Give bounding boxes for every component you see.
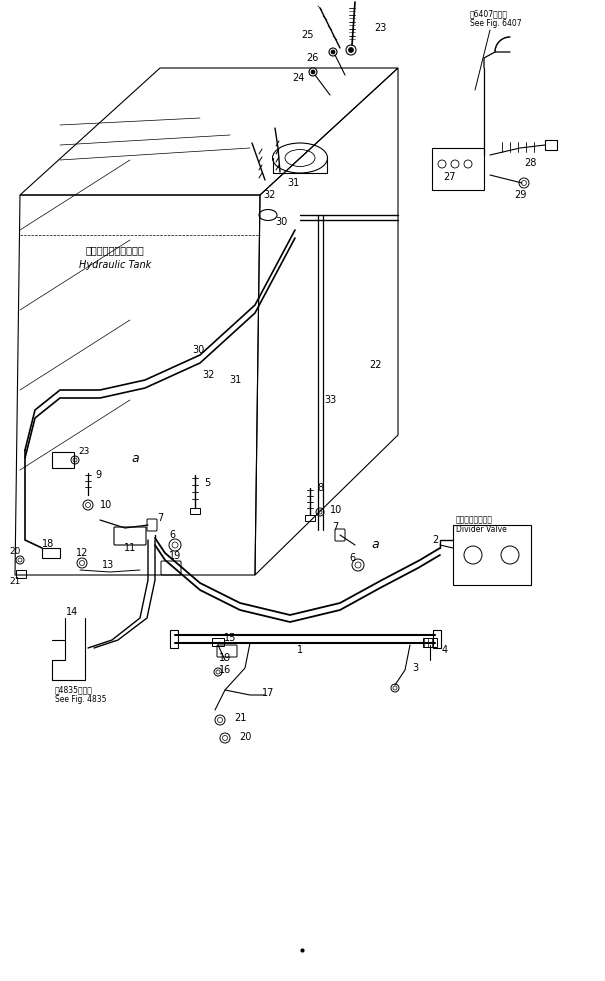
Text: 12: 12 (76, 548, 88, 558)
Text: 17: 17 (262, 688, 274, 698)
Text: 28: 28 (524, 158, 536, 168)
Text: 32: 32 (263, 190, 275, 200)
Circle shape (348, 47, 353, 53)
Text: 9: 9 (95, 470, 101, 480)
Text: 1: 1 (297, 645, 303, 655)
Text: ハイドロリックタンク: ハイドロリックタンク (86, 245, 145, 255)
Text: 6: 6 (349, 553, 355, 563)
Text: 26: 26 (306, 53, 318, 63)
Text: Hydraulic Tank: Hydraulic Tank (79, 260, 151, 270)
Text: 25: 25 (302, 30, 314, 40)
Text: 5: 5 (204, 478, 210, 488)
Text: 30: 30 (193, 345, 205, 355)
Text: 4: 4 (442, 645, 448, 655)
Text: 7: 7 (157, 513, 163, 523)
Circle shape (346, 45, 356, 55)
Text: ディバイダバルブ: ディバイダバルブ (456, 515, 493, 525)
Text: 23: 23 (374, 23, 386, 33)
Text: 31: 31 (287, 178, 299, 188)
Circle shape (329, 48, 337, 56)
Text: 33: 33 (324, 395, 336, 405)
Text: See Fig. 4835: See Fig. 4835 (55, 696, 106, 704)
Text: 29: 29 (514, 190, 526, 200)
Text: 2: 2 (432, 535, 438, 545)
Text: 27: 27 (443, 172, 456, 182)
Text: 31: 31 (229, 375, 241, 385)
Text: 19: 19 (169, 551, 181, 561)
Text: 30: 30 (275, 217, 287, 227)
Text: 19: 19 (219, 653, 231, 663)
Text: 24: 24 (292, 73, 304, 83)
Text: 10: 10 (100, 500, 113, 510)
Circle shape (331, 50, 335, 54)
Text: a: a (371, 539, 379, 551)
Text: 18: 18 (42, 539, 54, 549)
Text: 7: 7 (332, 522, 338, 532)
Text: 第4835図参照: 第4835図参照 (55, 686, 93, 695)
Text: 8: 8 (317, 483, 323, 493)
Text: 16: 16 (219, 665, 231, 675)
Text: 13: 13 (102, 560, 114, 570)
Text: 6: 6 (169, 530, 175, 540)
Text: 第6407図参照: 第6407図参照 (470, 10, 508, 19)
Text: 15: 15 (224, 633, 236, 643)
Circle shape (309, 68, 317, 76)
Text: 23: 23 (78, 447, 90, 456)
Text: 32: 32 (203, 370, 215, 380)
Text: a: a (131, 451, 139, 464)
Text: See Fig. 6407: See Fig. 6407 (470, 20, 522, 28)
Text: 20: 20 (9, 547, 21, 556)
Text: 22: 22 (369, 360, 381, 370)
Text: 21: 21 (234, 713, 246, 723)
Text: 21: 21 (9, 578, 21, 587)
Text: 20: 20 (239, 732, 251, 742)
Text: 10: 10 (330, 505, 342, 515)
Text: 3: 3 (412, 663, 418, 673)
Text: Divider Valve: Divider Valve (456, 526, 507, 535)
Text: 11: 11 (124, 543, 136, 553)
Text: 14: 14 (66, 607, 78, 617)
Circle shape (311, 70, 315, 74)
